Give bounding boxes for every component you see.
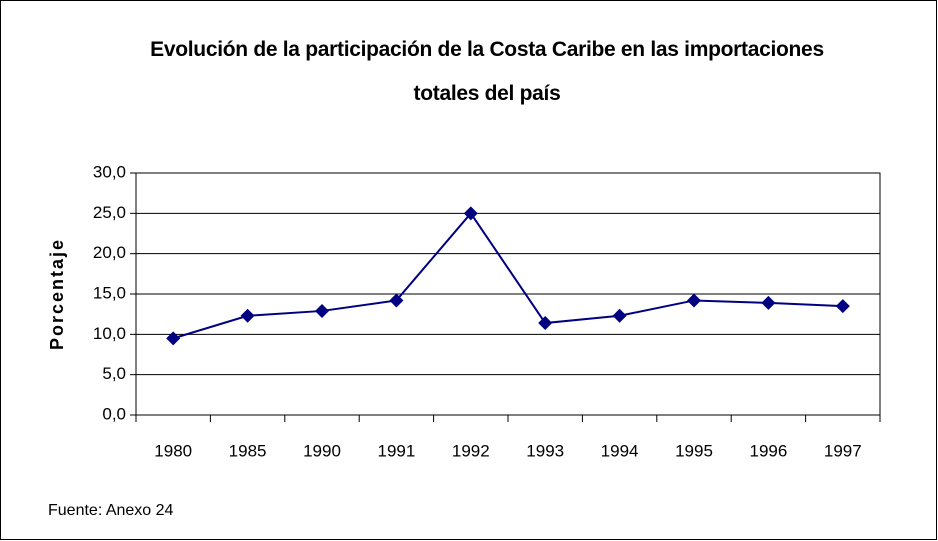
- y-tick-label: 10,0: [93, 324, 126, 343]
- data-marker: [687, 293, 701, 308]
- x-tick-label: 1991: [377, 441, 415, 460]
- x-tick-label: 1980: [154, 441, 192, 460]
- data-marker: [612, 308, 627, 323]
- x-tick-label: 1985: [229, 441, 267, 460]
- x-tick-label: 1993: [526, 441, 564, 460]
- y-tick-label: 15,0: [93, 283, 126, 302]
- data-marker: [315, 303, 329, 318]
- data-marker: [240, 308, 255, 323]
- data-marker: [166, 331, 181, 346]
- x-tick-label: 1995: [675, 441, 713, 460]
- y-tick-label: 5,0: [102, 364, 126, 383]
- y-tick-label: 25,0: [93, 203, 126, 222]
- y-tick-label: 20,0: [93, 243, 126, 262]
- x-tick-label: 1992: [452, 441, 490, 460]
- y-tick-label: 30,0: [93, 162, 126, 181]
- source-note: Fuente: Anexo 24: [48, 502, 174, 519]
- data-marker: [389, 293, 404, 308]
- x-tick-label: 1994: [601, 441, 639, 460]
- y-tick-label: 0,0: [102, 404, 126, 423]
- y-axis-label: Porcentaje: [47, 238, 67, 350]
- x-tick-label: 1997: [824, 441, 862, 460]
- data-marker: [835, 299, 850, 314]
- x-tick-label: 1990: [303, 441, 341, 460]
- data-marker: [761, 295, 776, 310]
- data-marker: [538, 316, 553, 331]
- x-tick-label: 1996: [749, 441, 787, 460]
- data-marker: [463, 206, 478, 221]
- data-line: [172, 211, 843, 340]
- chart-title: Evolución de la participación de la Cost…: [150, 38, 824, 105]
